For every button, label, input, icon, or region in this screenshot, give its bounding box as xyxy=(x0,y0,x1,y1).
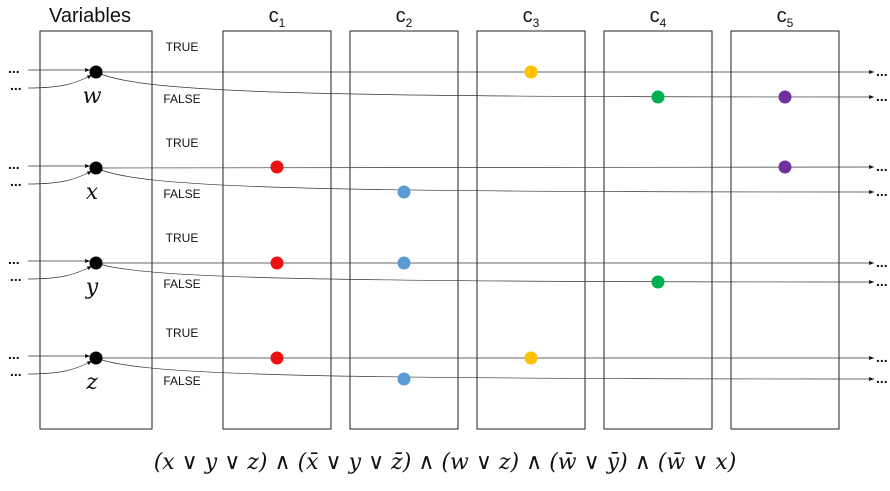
true-line-x xyxy=(95,165,875,169)
variable-label-w: w xyxy=(83,84,102,109)
clause-node-c2-x-false xyxy=(397,185,411,199)
clause-node-c1-y-true xyxy=(270,256,284,270)
true-label-x: TRUE xyxy=(166,136,199,150)
ellipsis-right: ... xyxy=(876,63,888,79)
incoming-arrow-z xyxy=(27,360,93,375)
clause-node-c4-w-false xyxy=(651,90,665,104)
incoming-arrow-y xyxy=(27,265,93,280)
true-label-y: TRUE xyxy=(166,231,199,245)
clause-header-c4: c4 xyxy=(650,5,667,30)
clause-node-c3-z-true xyxy=(524,351,538,365)
clause-header-c3: c3 xyxy=(523,5,540,30)
true-label-w: TRUE xyxy=(166,40,199,54)
clause-header-c2: c2 xyxy=(396,5,413,30)
false-label-x: FALSE xyxy=(163,187,200,201)
clause-node-c3-w-true xyxy=(524,65,538,79)
ellipsis-left: ... xyxy=(8,156,20,172)
clause-box-c1 xyxy=(222,30,332,430)
ellipsis-right: ... xyxy=(876,349,888,365)
clause-node-c1-x-true xyxy=(270,160,284,174)
ellipsis-left: ... xyxy=(10,77,22,93)
clause-node-c5-w-false xyxy=(778,90,792,104)
ellipsis-left: ... xyxy=(8,346,20,362)
variable-node-w xyxy=(89,65,103,79)
ellipsis-left: ... xyxy=(10,173,22,189)
ellipsis-right: ... xyxy=(876,254,888,270)
reduction-diagram: Variables c1 c2 c3 c4 c5 ............ w TR… xyxy=(8,5,888,430)
clause-node-c2-z-false xyxy=(397,372,411,386)
variable-label-y: y xyxy=(85,275,99,300)
clause-node-c4-y-false xyxy=(651,275,665,289)
ellipsis-right: ... xyxy=(876,183,888,199)
false-line-x xyxy=(95,167,875,194)
variables-box xyxy=(39,30,153,430)
incoming-arrow-w xyxy=(27,74,93,89)
ellipsis-right: ... xyxy=(876,88,888,104)
incoming-arrow-x xyxy=(27,170,93,185)
variable-node-x xyxy=(89,161,103,175)
false-label-z: FALSE xyxy=(163,374,200,388)
variable-label-x: x xyxy=(86,180,99,205)
clause-box-c4 xyxy=(603,30,713,430)
false-label-w: FALSE xyxy=(163,92,200,106)
clause-node-c5-x-true xyxy=(778,160,792,174)
ellipsis-right: ... xyxy=(876,370,888,386)
variable-node-y xyxy=(89,256,103,270)
clause-box-c5 xyxy=(730,30,840,430)
variable-label-z: z xyxy=(85,370,98,395)
clause-header-c1: c1 xyxy=(269,5,286,30)
ellipsis-left: ... xyxy=(8,251,20,267)
false-line-z xyxy=(95,357,875,381)
variable-node-z xyxy=(89,351,103,365)
ellipsis-left: ... xyxy=(10,363,22,379)
ellipsis-right: ... xyxy=(876,273,888,289)
ellipsis-right: ... xyxy=(876,158,888,174)
ellipsis-left: ... xyxy=(10,268,22,284)
ellipsis-left: ... xyxy=(8,60,20,76)
false-label-y: FALSE xyxy=(163,277,200,291)
clause-header-c5: c5 xyxy=(777,5,794,30)
clause-box-c3 xyxy=(476,30,586,430)
false-line-w xyxy=(95,71,875,99)
variables-header: Variables xyxy=(49,5,131,27)
false-line-y xyxy=(95,262,875,284)
cnf-formula: (x ∨ y ∨ z) ∧ (x̄ ∨ y ∨ z̄) ∧ (w ∨ z) ∧ … xyxy=(153,450,737,475)
true-label-z: TRUE xyxy=(166,326,199,340)
clause-node-c2-y-true xyxy=(397,256,411,270)
clause-box-c2 xyxy=(349,30,459,430)
clause-node-c1-z-true xyxy=(270,351,284,365)
